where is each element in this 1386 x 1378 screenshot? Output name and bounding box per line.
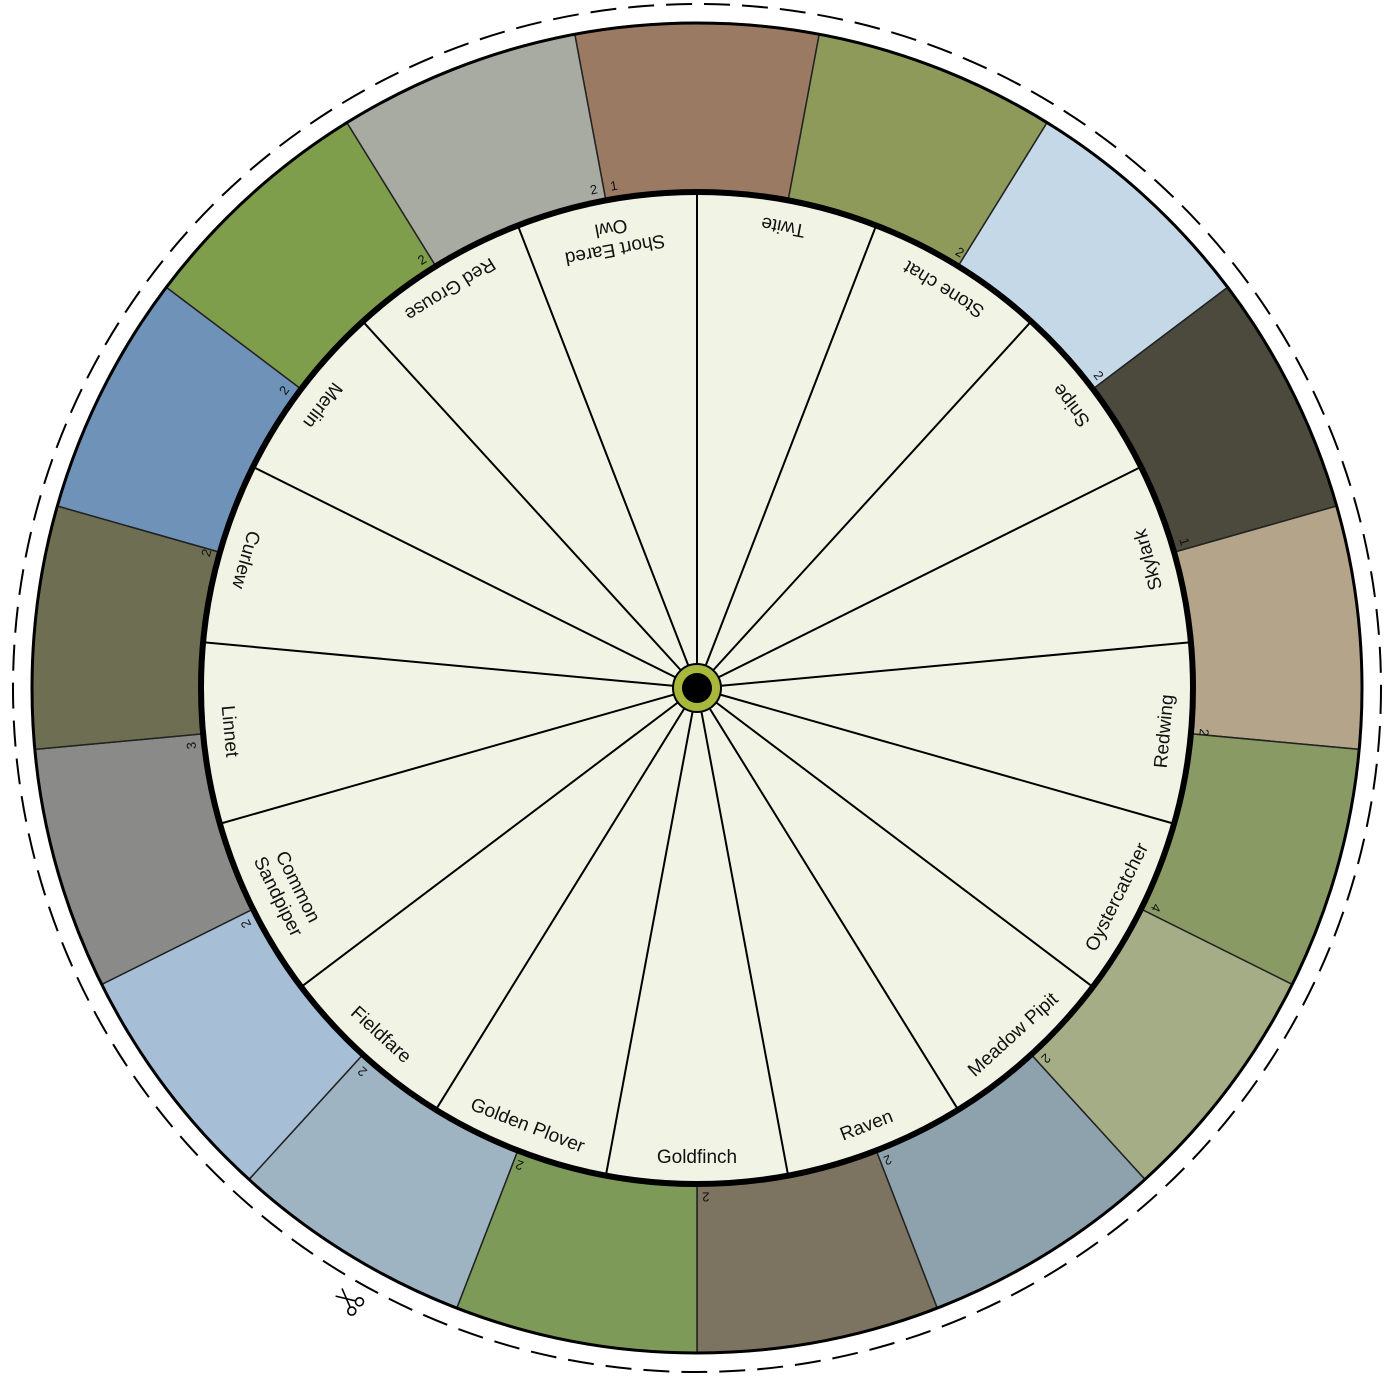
segment-line — [219, 687, 698, 825]
segment-line — [300, 687, 698, 988]
segment-line — [696, 687, 1175, 825]
bird-name: Linnet — [217, 705, 243, 759]
bird-name: Goldfinch — [657, 1147, 737, 1168]
segment-line — [203, 641, 698, 689]
segment-line — [604, 687, 698, 1176]
segment-lines — [203, 192, 1191, 1176]
photo-number: 1 — [1176, 536, 1192, 547]
segment-line — [696, 687, 959, 1111]
segment-label: Linnet — [217, 705, 243, 759]
photo-number: 1 — [609, 178, 619, 194]
segment-line — [696, 225, 878, 689]
segment-line — [252, 466, 698, 689]
segment-label: Goldfinch — [657, 1147, 737, 1168]
hub — [682, 673, 712, 703]
segment-line — [696, 466, 1142, 689]
cut-line — [12, 3, 1382, 1373]
segment-line — [696, 320, 1032, 689]
segment-line — [435, 687, 698, 1111]
photo-number: 2 — [702, 1189, 709, 1204]
segment-line — [696, 687, 790, 1176]
photo-number: 3 — [183, 741, 199, 750]
photo-number: 2 — [198, 547, 214, 558]
segment-line — [516, 225, 698, 689]
segment-line — [362, 320, 698, 689]
scissors-icon — [335, 1288, 365, 1316]
photo-number: 2 — [589, 181, 599, 197]
segment-line — [696, 687, 1094, 988]
segment-line — [696, 641, 1191, 689]
photo-number: 2 — [1196, 728, 1212, 737]
outer-edge — [30, 21, 1364, 1355]
